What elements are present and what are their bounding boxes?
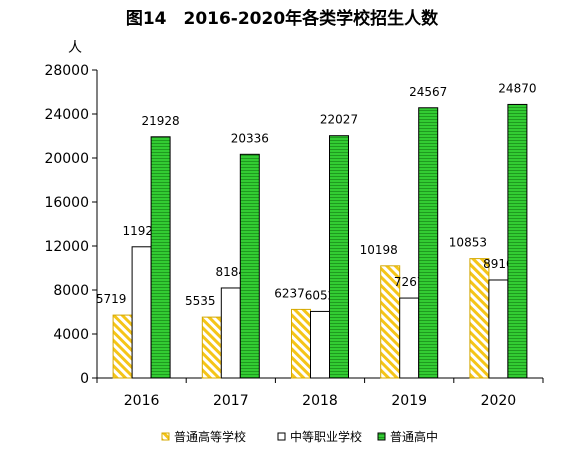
bar-series3-2019 (418, 107, 439, 379)
legend-swatch-series2 (277, 432, 286, 441)
bar-series1-2020 (469, 258, 490, 379)
legend-label-series2: 中等职业学校 (290, 429, 362, 444)
bar-series2-2017 (220, 287, 241, 379)
bar-series3-2018 (329, 135, 349, 379)
x-tick-label-2020: 2020 (481, 393, 517, 409)
data-label-series3-2020: 24870 (498, 81, 536, 95)
chart-title: 图14 2016-2020年各类学校招生人数 (126, 8, 439, 29)
data-label-series1-2019: 10198 (360, 243, 398, 257)
data-label-series2-2020: 8910 (483, 257, 514, 271)
x-tick-label-2019: 2019 (391, 393, 427, 409)
bar-series2-2016 (131, 246, 152, 379)
data-label-series3-2019: 24567 (409, 85, 447, 99)
data-label-series3-2017: 20336 (231, 131, 269, 145)
bar-series2-2018 (310, 310, 330, 379)
data-label-series1-2017: 5535 (185, 294, 216, 308)
legend-label-series3: 普通高中 (390, 429, 438, 444)
legend-swatch-series1 (161, 432, 170, 441)
data-label-series1-2018: 6237 (274, 286, 305, 300)
y-tick-label: 16000 (44, 195, 89, 211)
y-axis-unit-label: 人 (68, 40, 82, 56)
bar-series2-2019 (399, 297, 420, 379)
y-tick-label: 20000 (44, 151, 89, 167)
plot-area: 0 4000 8000 12000 16000 20000 24000 28000 2016 57… (44, 63, 544, 409)
data-label-series1-2020: 10853 (449, 236, 487, 250)
bar-series1-2017 (201, 316, 222, 379)
x-tick-label-2017: 2017 (213, 393, 249, 409)
data-label-series2-2018: 6052 (305, 288, 336, 302)
bar-series3-2020 (507, 103, 528, 379)
data-label-series3-2016: 21928 (142, 114, 180, 128)
bar-series3-2016 (150, 136, 171, 379)
data-label-series3-2018: 22027 (320, 113, 358, 127)
bar-series3-2017 (239, 153, 260, 379)
x-tick-label-2016: 2016 (124, 393, 160, 409)
legend: 普通高等学校 中等职业学校 普通高中 (161, 429, 438, 444)
y-tick-label: 8000 (53, 283, 89, 299)
legend-swatch-series3 (377, 432, 386, 441)
y-tick-label: 0 (80, 371, 89, 387)
y-tick-label: 24000 (44, 107, 89, 123)
bar-series1-2018 (291, 308, 311, 379)
y-tick-label: 4000 (53, 327, 89, 343)
data-label-series2-2017: 8184 (216, 265, 247, 279)
data-label-series2-2019: 7267 (394, 275, 425, 289)
bar-series1-2016 (112, 314, 133, 379)
y-tick-label: 12000 (44, 239, 89, 255)
y-tick-label: 28000 (44, 63, 89, 79)
x-tick-label-2018: 2018 (302, 393, 338, 409)
legend-label-series1: 普通高等学校 (174, 429, 246, 444)
data-label-series1-2016: 5719 (96, 292, 127, 306)
bar-series2-2020 (488, 279, 509, 379)
